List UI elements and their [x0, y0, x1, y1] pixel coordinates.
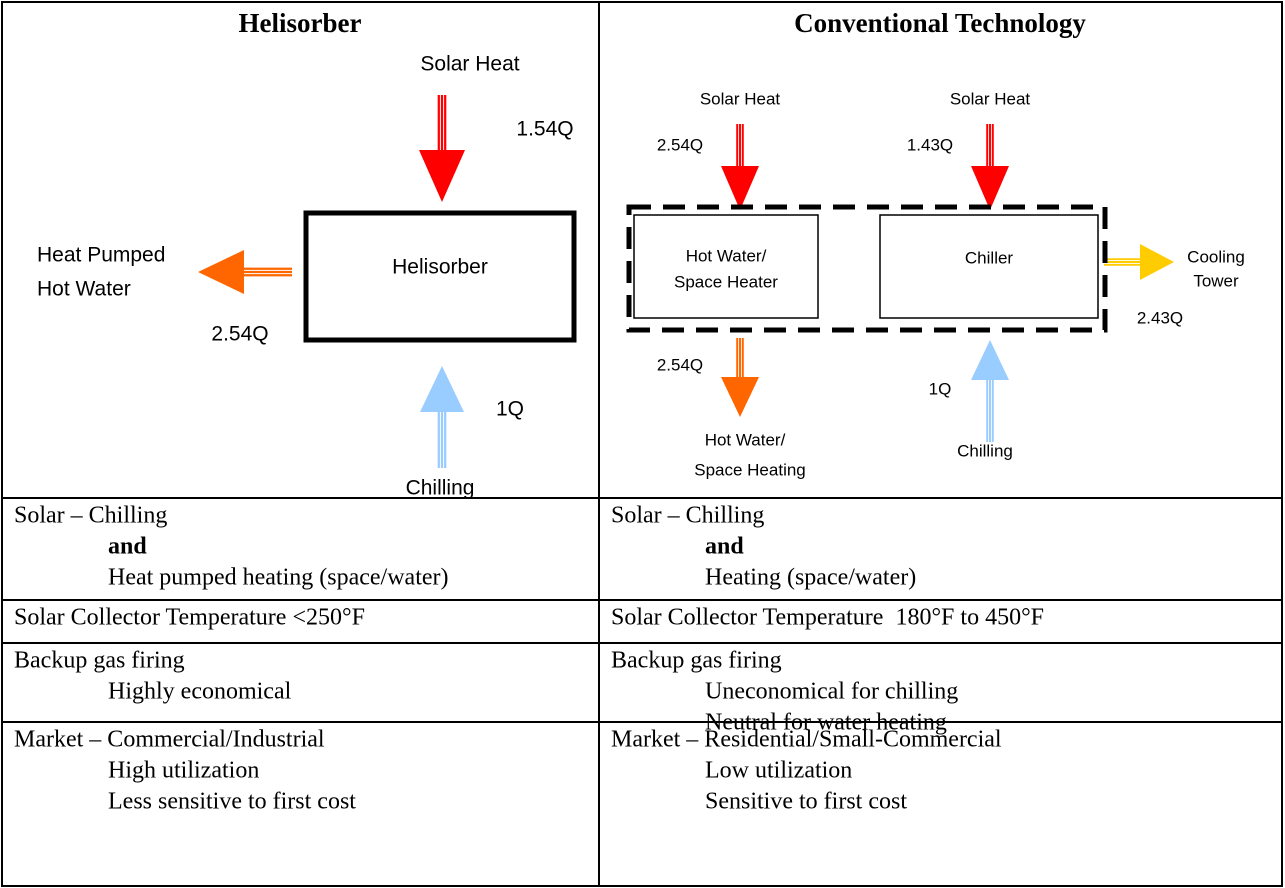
cell-text: Low utilization	[705, 758, 852, 784]
arrow	[1104, 244, 1174, 280]
label: Hot Water	[37, 278, 131, 301]
arrow	[971, 124, 1009, 210]
quantity: 1.54Q	[516, 118, 573, 141]
box-label: Chiller	[965, 248, 1014, 267]
cell-text: Heating (space/water)	[705, 565, 916, 591]
box-label: Helisorber	[392, 256, 488, 279]
label: Hot Water/	[705, 430, 786, 449]
arrow	[419, 95, 465, 202]
arrow-head	[721, 166, 759, 210]
quantity: 2.54Q	[657, 135, 703, 154]
arrow	[420, 366, 464, 468]
cell-text: Solar Collector Temperature <250°F	[14, 605, 365, 631]
arrow-head	[971, 340, 1009, 380]
label: Chilling	[957, 441, 1013, 460]
cell-text: Solar – Chilling	[611, 503, 764, 529]
quantity: 1Q	[929, 379, 952, 398]
cell-text: Market – Commercial/Industrial	[14, 727, 325, 753]
dashed-boundary	[626, 204, 1108, 333]
arrows	[198, 95, 1174, 468]
cell-text: High utilization	[108, 758, 259, 784]
cell-text-bold: and	[705, 534, 744, 560]
label: Solar Heat	[700, 89, 781, 108]
table-cells: Solar – Chilling and Heat pumped heating (…	[14, 503, 1044, 815]
label: Tower	[1193, 271, 1239, 290]
cell-text: Less sensitive to first cost	[108, 789, 356, 815]
quantity: 1.43Q	[907, 135, 953, 154]
arrow-head	[1140, 244, 1174, 280]
arrow-head	[419, 150, 465, 202]
cell-text: Solar – Chilling	[14, 503, 167, 529]
label: Cooling	[1187, 247, 1245, 266]
label: Solar Heat	[950, 89, 1031, 108]
column-title: Helisorber	[239, 8, 362, 38]
label: Space Heating	[694, 460, 806, 479]
cell-text: Backup gas firing	[611, 648, 782, 674]
box-label: Space Heater	[674, 272, 778, 291]
cell-text: Backup gas firing	[14, 648, 185, 674]
box-label: Hot Water/	[686, 246, 767, 265]
quantity: 2.43Q	[1137, 308, 1183, 327]
cell-text: Highly economical	[108, 679, 292, 705]
label: Chilling	[406, 477, 475, 500]
cell-text-bold: and	[108, 534, 147, 560]
arrow-head	[198, 250, 244, 294]
cell-text: Uneconomical for chilling	[705, 679, 958, 705]
cell-text: Market – Residential/Small-Commercial	[611, 727, 1002, 753]
arrow-head	[721, 377, 759, 417]
box	[633, 214, 819, 319]
arrow	[721, 124, 759, 210]
cell-text: Neutral for water heating	[705, 710, 947, 736]
arrow	[971, 340, 1009, 442]
quantity: 2.54Q	[211, 323, 268, 346]
box	[303, 210, 577, 343]
quantity: 1Q	[496, 398, 524, 421]
arrow	[198, 250, 292, 294]
arrow	[721, 338, 759, 417]
box	[879, 214, 1099, 319]
cell-text: Heat pumped heating (space/water)	[108, 565, 449, 591]
column-title: Conventional Technology	[794, 8, 1086, 38]
cell-text: Solar Collector Temperature 180°F to 450…	[611, 605, 1044, 631]
quantity: 2.54Q	[657, 355, 703, 374]
cell-text: Sensitive to first cost	[705, 789, 907, 815]
arrow-head	[420, 366, 464, 412]
arrow-head	[971, 166, 1009, 210]
label: Solar Heat	[420, 53, 519, 76]
label: Heat Pumped	[37, 244, 165, 267]
